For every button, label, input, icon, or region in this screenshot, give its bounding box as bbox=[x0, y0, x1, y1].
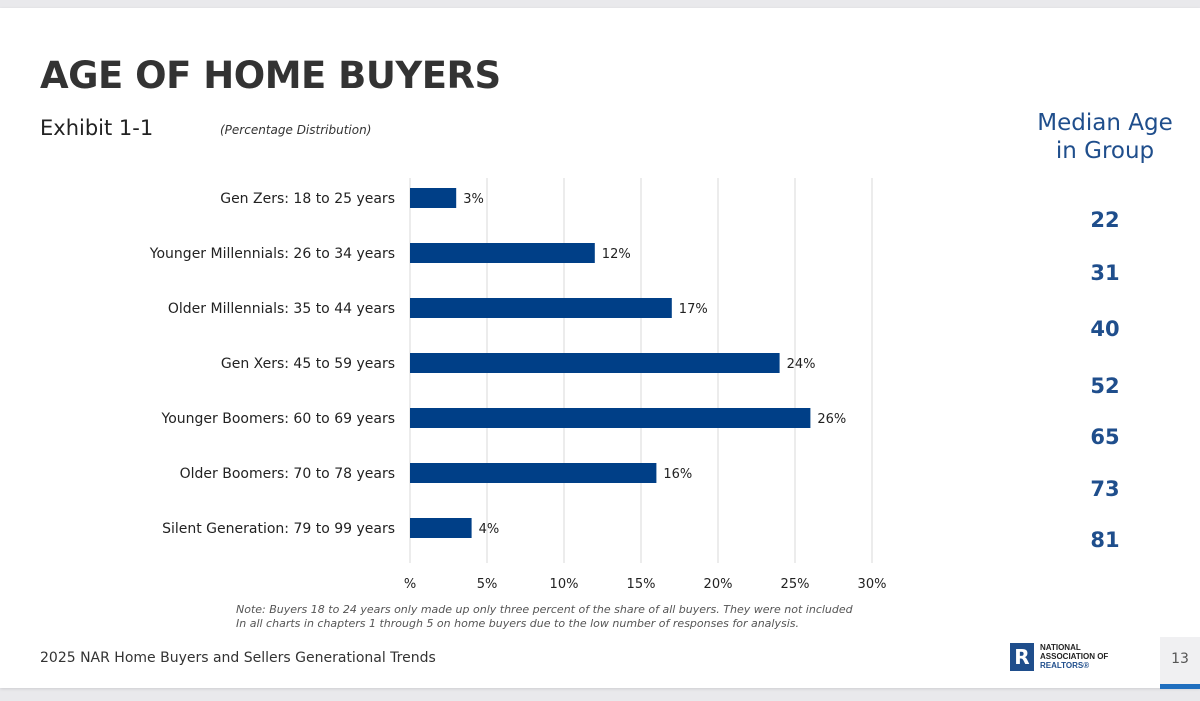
bar bbox=[410, 298, 672, 318]
bar bbox=[410, 408, 811, 428]
median-age-value: 40 bbox=[1090, 317, 1120, 341]
median-age-value: 31 bbox=[1090, 261, 1120, 285]
slide: AGE OF HOME BUYERS Exhibit 1-1 (Percenta… bbox=[0, 8, 1200, 689]
chart-note: Note: Buyers 18 to 24 years only made up… bbox=[236, 603, 996, 631]
x-tick-label: 15% bbox=[627, 577, 656, 592]
data-label: 24% bbox=[787, 357, 816, 372]
chart-subtitle: (Percentage Distribution) bbox=[220, 123, 372, 137]
realtor-r-icon: R bbox=[1010, 643, 1034, 671]
page-number-box: 13 bbox=[1160, 637, 1200, 687]
data-label: 12% bbox=[602, 247, 631, 262]
data-label: 17% bbox=[679, 302, 708, 317]
category-label: Older Millennials: 35 to 44 years bbox=[168, 301, 395, 317]
x-tick-label: 30% bbox=[858, 577, 887, 592]
category-label: Gen Xers: 45 to 59 years bbox=[221, 356, 395, 372]
x-tick-label: % bbox=[404, 577, 416, 592]
median-age-header: Median Age in Group bbox=[1015, 109, 1195, 165]
category-label: Younger Boomers: 60 to 69 years bbox=[161, 411, 395, 427]
category-label: Gen Zers: 18 to 25 years bbox=[220, 191, 395, 207]
page-accent-bar bbox=[1160, 684, 1200, 689]
data-label: 16% bbox=[663, 467, 692, 482]
median-age-value: 65 bbox=[1090, 425, 1120, 449]
page-number: 13 bbox=[1171, 651, 1189, 667]
median-age-value: 81 bbox=[1090, 528, 1120, 552]
median-header-line2: in Group bbox=[1055, 138, 1155, 164]
page-title: AGE OF HOME BUYERS bbox=[40, 54, 501, 97]
note-line-2: In all charts in chapters 1 through 5 on… bbox=[236, 617, 799, 630]
category-label: Silent Generation: 79 to 99 years bbox=[162, 521, 395, 537]
logo-line-2: ASSOCIATION OF bbox=[1040, 652, 1109, 661]
median-age-value: 22 bbox=[1090, 208, 1120, 232]
bar-chart: % 5% 10% 15% 20% 25% 30% Gen Zers: 18 to 25 yea… bbox=[149, 178, 887, 592]
exhibit-label: Exhibit 1-1 bbox=[40, 116, 154, 140]
x-tick-label: 10% bbox=[550, 577, 579, 592]
x-tick-label: 5% bbox=[477, 577, 498, 592]
bar bbox=[410, 353, 780, 373]
category-label: Older Boomers: 70 to 78 years bbox=[180, 466, 395, 482]
footer-title: 2025 NAR Home Buyers and Sellers Generat… bbox=[40, 650, 436, 666]
x-tick-label: 25% bbox=[781, 577, 810, 592]
bar bbox=[410, 463, 657, 483]
median-age-value: 73 bbox=[1090, 477, 1120, 501]
category-label: Younger Millennials: 26 to 34 years bbox=[149, 246, 395, 262]
bar bbox=[410, 243, 595, 263]
bar bbox=[410, 518, 472, 538]
data-label: 26% bbox=[817, 412, 846, 427]
x-tick-label: 20% bbox=[704, 577, 733, 592]
nar-logo: R NATIONAL ASSOCIATION OF REALTORS® bbox=[1010, 643, 1150, 677]
median-header-line1: Median Age bbox=[1037, 110, 1173, 136]
data-label: 3% bbox=[463, 192, 484, 207]
median-age-value: 52 bbox=[1090, 374, 1120, 398]
bar bbox=[410, 188, 457, 208]
note-line-1: Note: Buyers 18 to 24 years only made up… bbox=[236, 603, 853, 616]
logo-line-3: REALTORS® bbox=[1040, 661, 1090, 670]
data-label: 4% bbox=[479, 522, 500, 537]
logo-line-1: NATIONAL bbox=[1040, 643, 1081, 652]
